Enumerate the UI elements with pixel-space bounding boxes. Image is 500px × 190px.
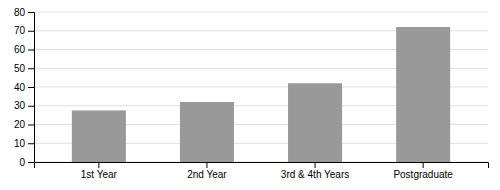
x-axis-line bbox=[35, 163, 489, 169]
x-tick-mark bbox=[98, 162, 99, 168]
y-tick-mark bbox=[28, 143, 34, 144]
y-tick-mark bbox=[28, 31, 34, 32]
y-tick-label: 20 bbox=[14, 119, 26, 130]
x-tick-label: Postgraduate bbox=[393, 169, 453, 180]
x-tick: 3rd & 4th Years bbox=[281, 162, 349, 180]
y-tick-label: 10 bbox=[14, 138, 26, 149]
y-tick-label: 30 bbox=[14, 100, 26, 111]
grid-line bbox=[34, 12, 488, 13]
y-tick-label: 60 bbox=[14, 44, 26, 55]
y-tick-mark bbox=[28, 12, 34, 13]
y-tick-mark bbox=[28, 68, 34, 69]
x-tick: Postgraduate bbox=[393, 162, 453, 180]
chart-svg: 0 10 20 30 40 50 60 70 80 1st Year 2nd Year 3rd & 4… bbox=[0, 0, 500, 190]
bar bbox=[72, 110, 126, 162]
x-axis: 1st Year 2nd Year 3rd & 4th Years Postgradu… bbox=[35, 162, 489, 180]
x-tick-label: 3rd & 4th Years bbox=[281, 169, 349, 180]
y-tick: 40 bbox=[14, 82, 34, 93]
y-tick-label: 80 bbox=[14, 7, 26, 18]
x-tick: 1st Year bbox=[81, 162, 118, 180]
x-tick-mark bbox=[206, 162, 207, 168]
y-tick: 60 bbox=[14, 44, 34, 55]
y-axis: 0 10 20 30 40 50 60 70 80 bbox=[14, 7, 35, 168]
bars bbox=[72, 27, 450, 162]
y-tick: 20 bbox=[14, 119, 34, 130]
x-tick-label: 2nd Year bbox=[187, 169, 227, 180]
y-axis-line bbox=[28, 13, 35, 163]
grid bbox=[34, 12, 488, 162]
y-tick-mark bbox=[28, 162, 34, 163]
x-tick-mark bbox=[423, 162, 424, 168]
chart-container: 0 10 20 30 40 50 60 70 80 1st Year 2nd Year 3rd & 4… bbox=[0, 0, 500, 190]
y-tick: 50 bbox=[14, 63, 34, 74]
x-tick: 2nd Year bbox=[187, 162, 227, 180]
y-tick: 70 bbox=[14, 25, 34, 36]
y-tick-mark bbox=[28, 50, 34, 51]
y-tick: 10 bbox=[14, 138, 34, 149]
y-tick-mark bbox=[28, 106, 34, 107]
bar bbox=[288, 83, 342, 162]
y-tick: 80 bbox=[14, 7, 34, 18]
y-tick: 0 bbox=[19, 157, 34, 168]
y-tick-mark bbox=[28, 87, 34, 88]
y-tick: 30 bbox=[14, 100, 34, 111]
bar bbox=[396, 27, 450, 162]
x-tick-mark bbox=[315, 162, 316, 168]
y-tick-label: 50 bbox=[14, 63, 26, 74]
y-tick-label: 0 bbox=[19, 157, 25, 168]
y-tick-label: 40 bbox=[14, 82, 26, 93]
bar bbox=[180, 102, 234, 162]
y-tick-label: 70 bbox=[14, 25, 26, 36]
x-tick-label: 1st Year bbox=[81, 169, 118, 180]
y-tick-mark bbox=[28, 125, 34, 126]
plot-area: 0 10 20 30 40 50 60 70 80 1st Year 2nd Year 3rd & 4… bbox=[14, 7, 489, 180]
